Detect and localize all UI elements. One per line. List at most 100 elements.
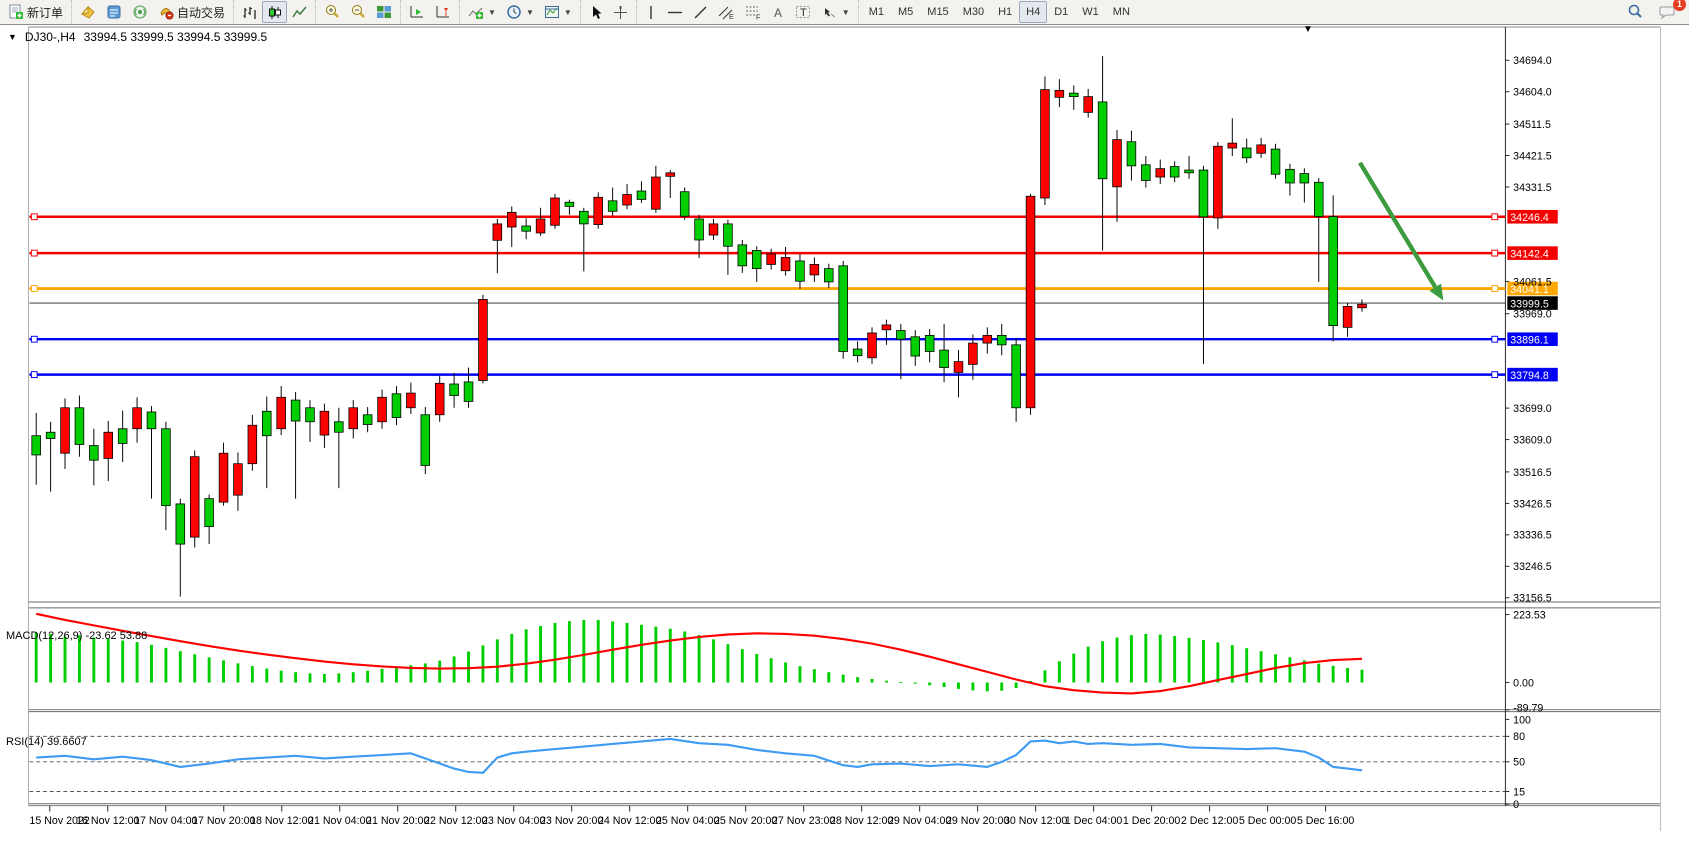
time-label[interactable]: 5 Dec 16:00 bbox=[1297, 815, 1355, 827]
line-handle[interactable] bbox=[1491, 249, 1499, 257]
time-label[interactable]: 27 Nov 23:00 bbox=[772, 815, 835, 827]
autotrading-button[interactable]: 自动交易 bbox=[153, 1, 230, 23]
chart-title: ▼ DJ30-,H4 33994.5 33999.5 33994.5 33999… bbox=[8, 30, 267, 44]
periods-button[interactable]: ▼ bbox=[501, 1, 539, 23]
line-handle[interactable] bbox=[1491, 335, 1499, 343]
timeframe-mn[interactable]: MN bbox=[1112, 6, 1130, 18]
annotation-arrow[interactable] bbox=[1358, 161, 1438, 289]
time-label[interactable]: 17 Nov 04:00 bbox=[134, 815, 197, 827]
news-button[interactable] bbox=[127, 1, 153, 23]
candle-body bbox=[1097, 101, 1108, 180]
time-label[interactable]: 1 Dec 04:00 bbox=[1065, 815, 1123, 827]
macd-bar bbox=[178, 651, 182, 683]
market-watch-button[interactable] bbox=[101, 1, 127, 23]
chat-button[interactable]: 1 bbox=[1654, 0, 1686, 23]
time-label[interactable]: 23 Nov 20:00 bbox=[540, 815, 603, 827]
line-handle[interactable] bbox=[30, 213, 38, 221]
candle-body bbox=[1054, 89, 1065, 98]
candle-body bbox=[204, 498, 214, 528]
arrows-tool-button[interactable]: ▼ bbox=[817, 1, 855, 23]
text-label-icon: T bbox=[795, 4, 812, 20]
time-label[interactable]: 29 Nov 20:00 bbox=[946, 815, 1009, 827]
time-label[interactable]: 30 Nov 12:00 bbox=[1004, 815, 1067, 827]
candle-body bbox=[507, 211, 517, 228]
candle-body bbox=[953, 361, 964, 373]
templates-button[interactable]: ▼ bbox=[539, 1, 577, 23]
candle-body bbox=[910, 336, 921, 357]
macd-bar bbox=[769, 658, 773, 683]
time-label[interactable]: 1 Dec 20:00 bbox=[1123, 815, 1181, 827]
time-label[interactable]: 28 Nov 12:00 bbox=[830, 815, 893, 827]
macd-bar bbox=[899, 681, 903, 683]
timeframe-m5[interactable]: M5 bbox=[898, 6, 914, 18]
candle-body bbox=[1213, 145, 1223, 219]
chart-shift-button[interactable] bbox=[430, 1, 456, 23]
trendline-button[interactable] bbox=[688, 1, 713, 23]
timeframe-h4[interactable]: H4 bbox=[1019, 1, 1048, 23]
tile-windows-button[interactable] bbox=[371, 1, 397, 23]
timeframe-w1[interactable]: W1 bbox=[1082, 6, 1099, 18]
macd-bar bbox=[1187, 637, 1191, 683]
time-label[interactable]: 18 Nov 12:00 bbox=[250, 815, 313, 827]
time-label[interactable]: 23 Nov 04:00 bbox=[482, 815, 545, 827]
line-handle[interactable] bbox=[1491, 285, 1499, 292]
timeframe-d1[interactable]: D1 bbox=[1054, 6, 1069, 18]
line-handle[interactable] bbox=[30, 285, 38, 292]
time-label[interactable]: 17 Nov 20:00 bbox=[192, 815, 255, 827]
candle-body bbox=[881, 324, 892, 331]
time-label[interactable]: 5 Dec 00:00 bbox=[1239, 815, 1297, 827]
time-label[interactable]: 2 Dec 12:00 bbox=[1181, 815, 1239, 827]
line-chart-button[interactable] bbox=[287, 1, 312, 23]
time-label[interactable]: 21 Nov 04:00 bbox=[308, 815, 371, 827]
line-handle[interactable] bbox=[30, 371, 38, 379]
timeframe-h1[interactable]: H1 bbox=[998, 6, 1013, 18]
charts-profile-button[interactable] bbox=[75, 1, 101, 23]
time-label[interactable]: 15 Nov 2022 bbox=[29, 815, 90, 827]
macd-bar bbox=[207, 657, 211, 683]
macd-bar bbox=[971, 682, 975, 691]
timeframe-m30[interactable]: M30 bbox=[962, 6, 985, 18]
equidistant-channel-button[interactable]: E bbox=[713, 1, 740, 23]
text-button[interactable]: A bbox=[767, 1, 790, 23]
annotation-arrow-head[interactable] bbox=[1429, 283, 1444, 301]
timeframe-m1[interactable]: M1 bbox=[868, 6, 884, 18]
price-tick-label: 33609.0 bbox=[1513, 434, 1552, 446]
candle-body bbox=[492, 223, 503, 241]
candle-body bbox=[1285, 168, 1295, 184]
time-label[interactable]: 29 Nov 04:00 bbox=[888, 815, 951, 827]
search-button[interactable] bbox=[1622, 1, 1648, 23]
time-label[interactable]: 21 Nov 20:00 bbox=[366, 815, 429, 827]
time-label[interactable]: 22 Nov 12:00 bbox=[424, 815, 487, 827]
bar-chart-button[interactable] bbox=[237, 1, 262, 23]
chart-canvas[interactable]: 34246.4 34142.4 34041.1 33896.1 33794.8 33999… bbox=[0, 26, 1689, 860]
zoom-out-button[interactable] bbox=[345, 1, 371, 23]
candlestick-chart-button[interactable] bbox=[262, 1, 288, 23]
auto-scroll-button[interactable] bbox=[404, 1, 430, 23]
time-label[interactable]: 16 Nov 12:00 bbox=[76, 815, 139, 827]
line-handle[interactable] bbox=[1491, 371, 1499, 379]
line-handle[interactable] bbox=[30, 249, 38, 257]
crosshair-button[interactable] bbox=[608, 1, 633, 23]
timeframe-m15[interactable]: M15 bbox=[927, 6, 949, 18]
time-label[interactable]: 25 Nov 20:00 bbox=[714, 815, 777, 827]
indicators-button[interactable]: ▼ bbox=[463, 1, 501, 23]
line-handle[interactable] bbox=[30, 335, 38, 343]
new-order-button[interactable]: 新订单 bbox=[3, 1, 68, 23]
macd-bar bbox=[726, 644, 730, 683]
time-label[interactable]: 24 Nov 12:00 bbox=[598, 815, 661, 827]
horizontal-line-button[interactable] bbox=[662, 1, 688, 23]
vertical-line-button[interactable] bbox=[640, 1, 662, 23]
cursor-button[interactable] bbox=[584, 1, 608, 23]
zoom-in-button[interactable] bbox=[319, 1, 345, 23]
chart-menu-triangle[interactable]: ▼ bbox=[8, 32, 17, 42]
text-label-button[interactable]: T bbox=[790, 1, 817, 23]
time-label[interactable]: 25 Nov 04:00 bbox=[656, 815, 719, 827]
macd-bar bbox=[1129, 635, 1133, 683]
line-handle[interactable] bbox=[1491, 213, 1499, 221]
candle-body bbox=[290, 399, 301, 422]
macd-bar bbox=[63, 636, 67, 683]
dropdown-caret: ▼ bbox=[525, 7, 534, 17]
indicators-icon bbox=[468, 4, 484, 20]
fibonacci-button[interactable]: F bbox=[740, 1, 767, 23]
macd-bar bbox=[697, 635, 701, 683]
